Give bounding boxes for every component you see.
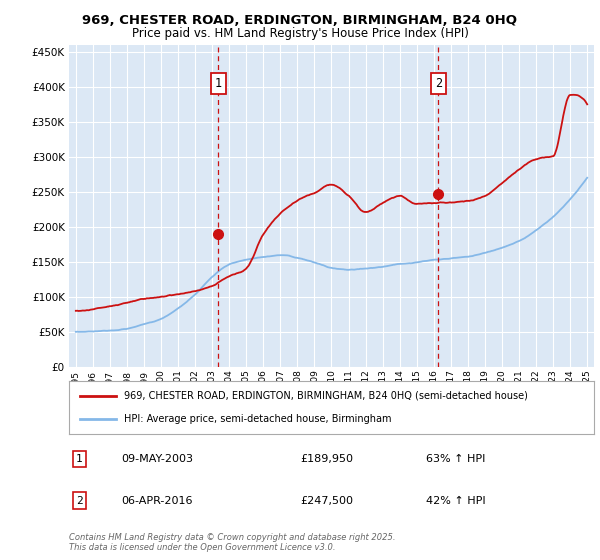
Text: £247,500: £247,500 [300,496,353,506]
Text: Contains HM Land Registry data © Crown copyright and database right 2025.: Contains HM Land Registry data © Crown c… [69,533,395,542]
Text: 1: 1 [215,77,222,90]
Text: HPI: Average price, semi-detached house, Birmingham: HPI: Average price, semi-detached house,… [124,414,392,424]
Text: 969, CHESTER ROAD, ERDINGTON, BIRMINGHAM, B24 0HQ: 969, CHESTER ROAD, ERDINGTON, BIRMINGHAM… [83,14,517,27]
Text: 1: 1 [76,454,83,464]
Text: 06-APR-2016: 06-APR-2016 [121,496,193,506]
Text: This data is licensed under the Open Government Licence v3.0.: This data is licensed under the Open Gov… [69,543,335,552]
Text: Price paid vs. HM Land Registry's House Price Index (HPI): Price paid vs. HM Land Registry's House … [131,27,469,40]
Text: 2: 2 [435,77,442,90]
Text: 969, CHESTER ROAD, ERDINGTON, BIRMINGHAM, B24 0HQ (semi-detached house): 969, CHESTER ROAD, ERDINGTON, BIRMINGHAM… [124,391,528,401]
Text: 09-MAY-2003: 09-MAY-2003 [121,454,193,464]
Text: 2: 2 [76,496,83,506]
Text: £189,950: £189,950 [300,454,353,464]
Text: 63% ↑ HPI: 63% ↑ HPI [426,454,485,464]
Text: 42% ↑ HPI: 42% ↑ HPI [426,496,485,506]
